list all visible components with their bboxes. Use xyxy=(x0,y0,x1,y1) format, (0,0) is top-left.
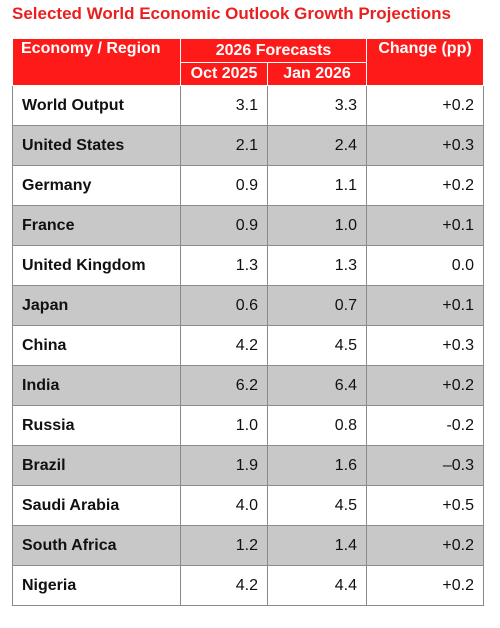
table-row: Russia 1.0 0.8 -0.2 xyxy=(12,405,485,446)
table-row: China 4.2 4.5 +0.3 xyxy=(12,325,485,366)
economy-cell: India xyxy=(12,365,181,406)
table-row: United Kingdom 1.3 1.3 0.0 xyxy=(12,245,485,286)
jan-2026-cell: 4.5 xyxy=(266,325,368,366)
table-row: Saudi Arabia 4.0 4.5 +0.5 xyxy=(12,485,485,526)
table-row: France 0.9 1.0 +0.1 xyxy=(12,205,485,246)
economy-cell: Russia xyxy=(12,405,181,446)
header-forecasts: 2026 Forecasts xyxy=(179,38,368,63)
header-change: Change (pp) xyxy=(366,38,485,86)
economy-cell: United Kingdom xyxy=(12,245,181,286)
table-row: South Africa 1.2 1.4 +0.2 xyxy=(12,525,485,566)
change-cell: +0.5 xyxy=(366,485,485,526)
table-row: Nigeria 4.2 4.4 +0.2 xyxy=(12,565,485,606)
oct-2025-cell: 1.2 xyxy=(180,525,268,566)
table-row: Japan 0.6 0.7 +0.1 xyxy=(12,285,485,326)
jan-2026-cell: 1.1 xyxy=(266,165,368,206)
header-economy: Economy / Region xyxy=(12,38,181,86)
oct-2025-cell: 6.2 xyxy=(180,365,268,406)
oct-2025-cell: 0.6 xyxy=(180,285,268,326)
change-cell: -0.2 xyxy=(366,405,485,446)
change-cell: +0.2 xyxy=(366,165,485,206)
oct-2025-cell: 4.0 xyxy=(180,485,268,526)
change-cell: 0.0 xyxy=(366,245,485,286)
header-oct-2025: Oct 2025 xyxy=(180,62,268,86)
page-title: Selected World Economic Outlook Growth P… xyxy=(12,4,451,23)
oct-2025-cell: 1.3 xyxy=(180,245,268,286)
oct-2025-cell: 2.1 xyxy=(180,125,268,166)
jan-2026-cell: 0.7 xyxy=(266,285,368,326)
jan-2026-cell: 1.3 xyxy=(266,245,368,286)
economy-cell: China xyxy=(12,325,181,366)
change-cell: –0.3 xyxy=(366,445,485,486)
economy-cell: World Output xyxy=(12,85,181,126)
oct-2025-cell: 1.9 xyxy=(180,445,268,486)
economy-cell: Saudi Arabia xyxy=(12,485,181,526)
change-cell: +0.2 xyxy=(366,85,485,126)
economy-cell: Germany xyxy=(12,165,181,206)
change-cell: +0.3 xyxy=(366,125,485,166)
table-row: Brazil 1.9 1.6 –0.3 xyxy=(12,445,485,486)
change-cell: +0.1 xyxy=(366,205,485,246)
economy-cell: Nigeria xyxy=(12,565,181,606)
economy-cell: South Africa xyxy=(12,525,181,566)
table-row: India 6.2 6.4 +0.2 xyxy=(12,365,485,406)
table-row: World Output 3.1 3.3 +0.2 xyxy=(12,85,485,126)
growth-projections-table: Economy / Region 2026 Forecasts Change (… xyxy=(12,38,485,606)
economy-cell: Japan xyxy=(12,285,181,326)
table-row: United States 2.1 2.4 +0.3 xyxy=(12,125,485,166)
oct-2025-cell: 0.9 xyxy=(180,205,268,246)
oct-2025-cell: 0.9 xyxy=(180,165,268,206)
oct-2025-cell: 1.0 xyxy=(180,405,268,446)
table-row: Germany 0.9 1.1 +0.2 xyxy=(12,165,485,206)
economy-cell: United States xyxy=(12,125,181,166)
oct-2025-cell: 4.2 xyxy=(180,325,268,366)
change-cell: +0.2 xyxy=(366,525,485,566)
jan-2026-cell: 4.5 xyxy=(266,485,368,526)
change-cell: +0.2 xyxy=(366,565,485,606)
economy-cell: France xyxy=(12,205,181,246)
jan-2026-cell: 1.6 xyxy=(266,445,368,486)
jan-2026-cell: 1.0 xyxy=(266,205,368,246)
jan-2026-cell: 4.4 xyxy=(266,565,368,606)
jan-2026-cell: 1.4 xyxy=(266,525,368,566)
table-body: World Output 3.1 3.3 +0.2 United States 2.1 2.… xyxy=(12,85,485,606)
economy-cell: Brazil xyxy=(12,445,181,486)
change-cell: +0.2 xyxy=(366,365,485,406)
change-cell: +0.1 xyxy=(366,285,485,326)
header-jan-2026: Jan 2026 xyxy=(266,62,368,86)
jan-2026-cell: 2.4 xyxy=(266,125,368,166)
oct-2025-cell: 3.1 xyxy=(180,85,268,126)
oct-2025-cell: 4.2 xyxy=(180,565,268,606)
jan-2026-cell: 0.8 xyxy=(266,405,368,446)
change-cell: +0.3 xyxy=(366,325,485,366)
jan-2026-cell: 3.3 xyxy=(266,85,368,126)
jan-2026-cell: 6.4 xyxy=(266,365,368,406)
